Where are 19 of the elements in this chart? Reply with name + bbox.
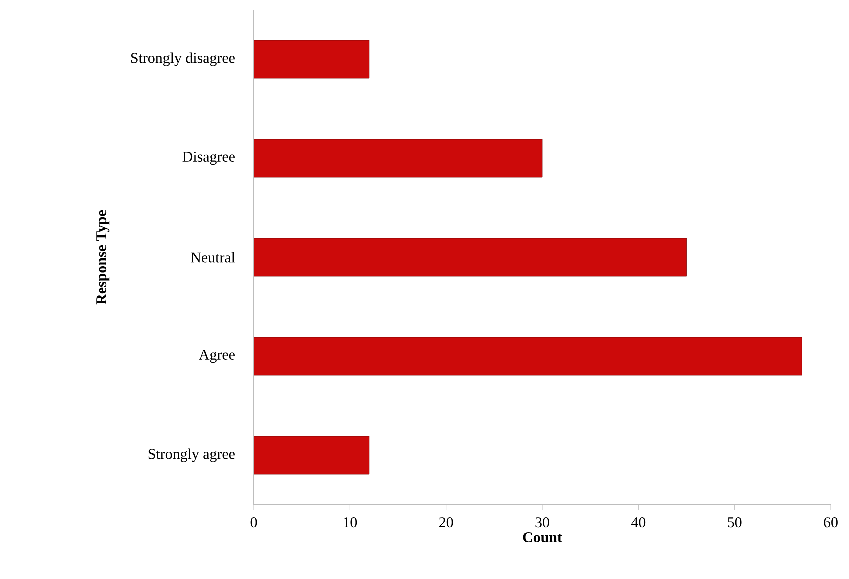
y-tick-label: Strongly disagree xyxy=(131,52,235,66)
x-axis-title: Count xyxy=(523,532,562,543)
x-tick-label: 0 xyxy=(250,518,258,528)
bar xyxy=(254,139,543,178)
x-tick-label: 20 xyxy=(440,518,454,528)
bar xyxy=(254,40,370,79)
y-tick-label: Neutral xyxy=(191,252,236,263)
y-tick-label: Strongly agree xyxy=(148,448,235,462)
x-tick-label: 50 xyxy=(728,518,742,528)
y-tick-label: Agree xyxy=(199,350,235,364)
x-tick-label: 40 xyxy=(632,518,646,528)
x-tick-label: 30 xyxy=(536,518,550,528)
x-tick-label: 10 xyxy=(344,518,358,528)
y-tick-label: Disagree xyxy=(182,152,235,166)
bar xyxy=(254,337,802,376)
y-axis-title: Response Type xyxy=(96,210,110,305)
x-tick-label: 60 xyxy=(824,518,838,528)
bar xyxy=(254,436,370,475)
bar xyxy=(254,238,687,277)
